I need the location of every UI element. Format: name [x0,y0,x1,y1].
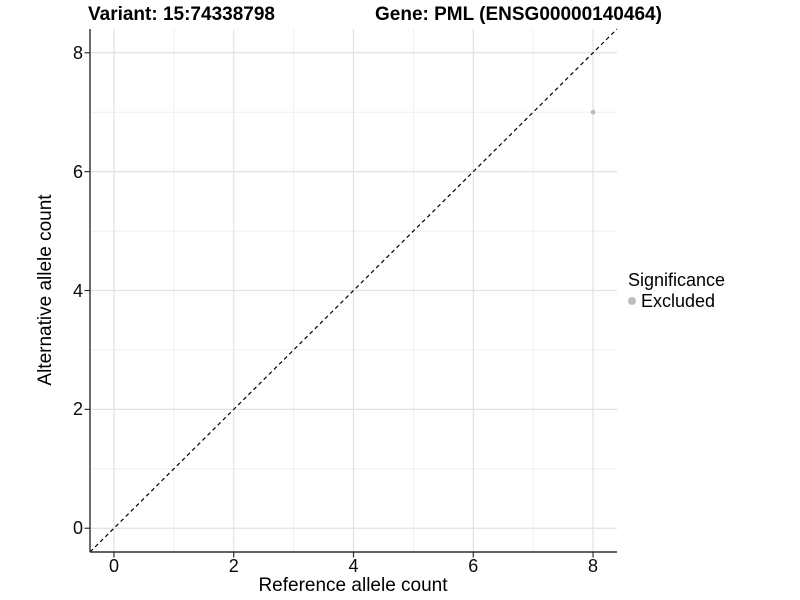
legend-item-excluded: Excluded [628,291,725,311]
variant-title: Variant: 15:74338798 [88,4,275,25]
legend: Significance Excluded [628,270,725,311]
plot-panel [84,28,618,558]
x-tick-label: 0 [108,556,119,576]
legend-item-label: Excluded [641,291,716,311]
excluded-point-icon [628,297,636,305]
x-tick-label: 6 [468,556,479,576]
gene-title: Gene: PML (ENSG00000140464) [375,4,662,25]
identity-dashed-line [89,28,618,553]
y-tick-label: 6 [72,161,83,182]
y-tick-label: 0 [72,518,83,539]
y-tick-label: 4 [72,280,83,301]
x-axis-label: Reference allele count [258,575,448,596]
data-point [590,109,596,115]
x-tick-label: 2 [228,556,239,576]
x-tick-label: 4 [348,556,359,576]
legend-title: Significance [628,270,726,290]
x-tick-label: 8 [588,556,599,576]
y-tick-label: 8 [72,42,83,63]
plot-canvas [84,28,618,558]
y-tick-label: 2 [72,399,83,420]
